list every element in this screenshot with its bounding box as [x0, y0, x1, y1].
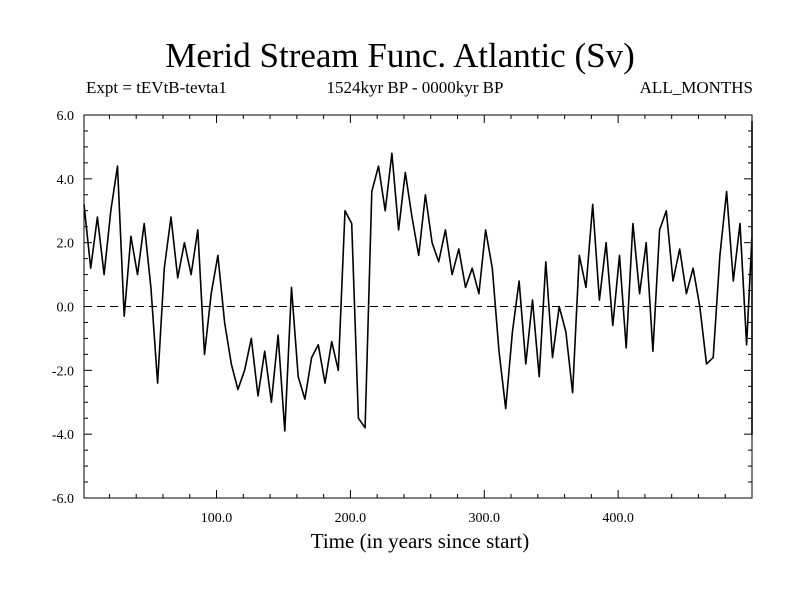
x-tick-label: 400.0: [602, 511, 634, 526]
months-label: ALL_MONTHS: [639, 78, 753, 97]
x-axis: 100.0 200.0 300.0 400.0: [108, 115, 726, 526]
y-tick-label: 6.0: [57, 109, 75, 124]
period-label: 1524kyr BP - 0000kyr BP: [326, 78, 504, 97]
plot-area-frame: [83, 114, 753, 499]
series-layer: [83, 120, 753, 436]
y-tick-label: 4.0: [57, 173, 75, 188]
chart-title: Merid Stream Func. Atlantic (Sv): [165, 36, 635, 75]
y-axis: -6.0 -4.0 -2.0 0.0 2.0 4.0 6.0: [52, 109, 752, 507]
x-tick-label: 200.0: [335, 511, 367, 526]
x-tick-label: 300.0: [469, 511, 501, 526]
experiment-label: Expt = tEVtB-tevta1: [86, 78, 227, 97]
y-tick-label: -2.0: [52, 364, 74, 379]
y-tick-label: 2.0: [57, 237, 75, 252]
y-tick-label: -6.0: [52, 492, 74, 507]
x-tick-label: 100.0: [201, 511, 233, 526]
y-tick-label: -4.0: [52, 428, 74, 443]
series-line: [83, 120, 753, 436]
y-tick-label: 0.0: [57, 301, 75, 316]
x-axis-label: Time (in years since start): [310, 529, 530, 553]
